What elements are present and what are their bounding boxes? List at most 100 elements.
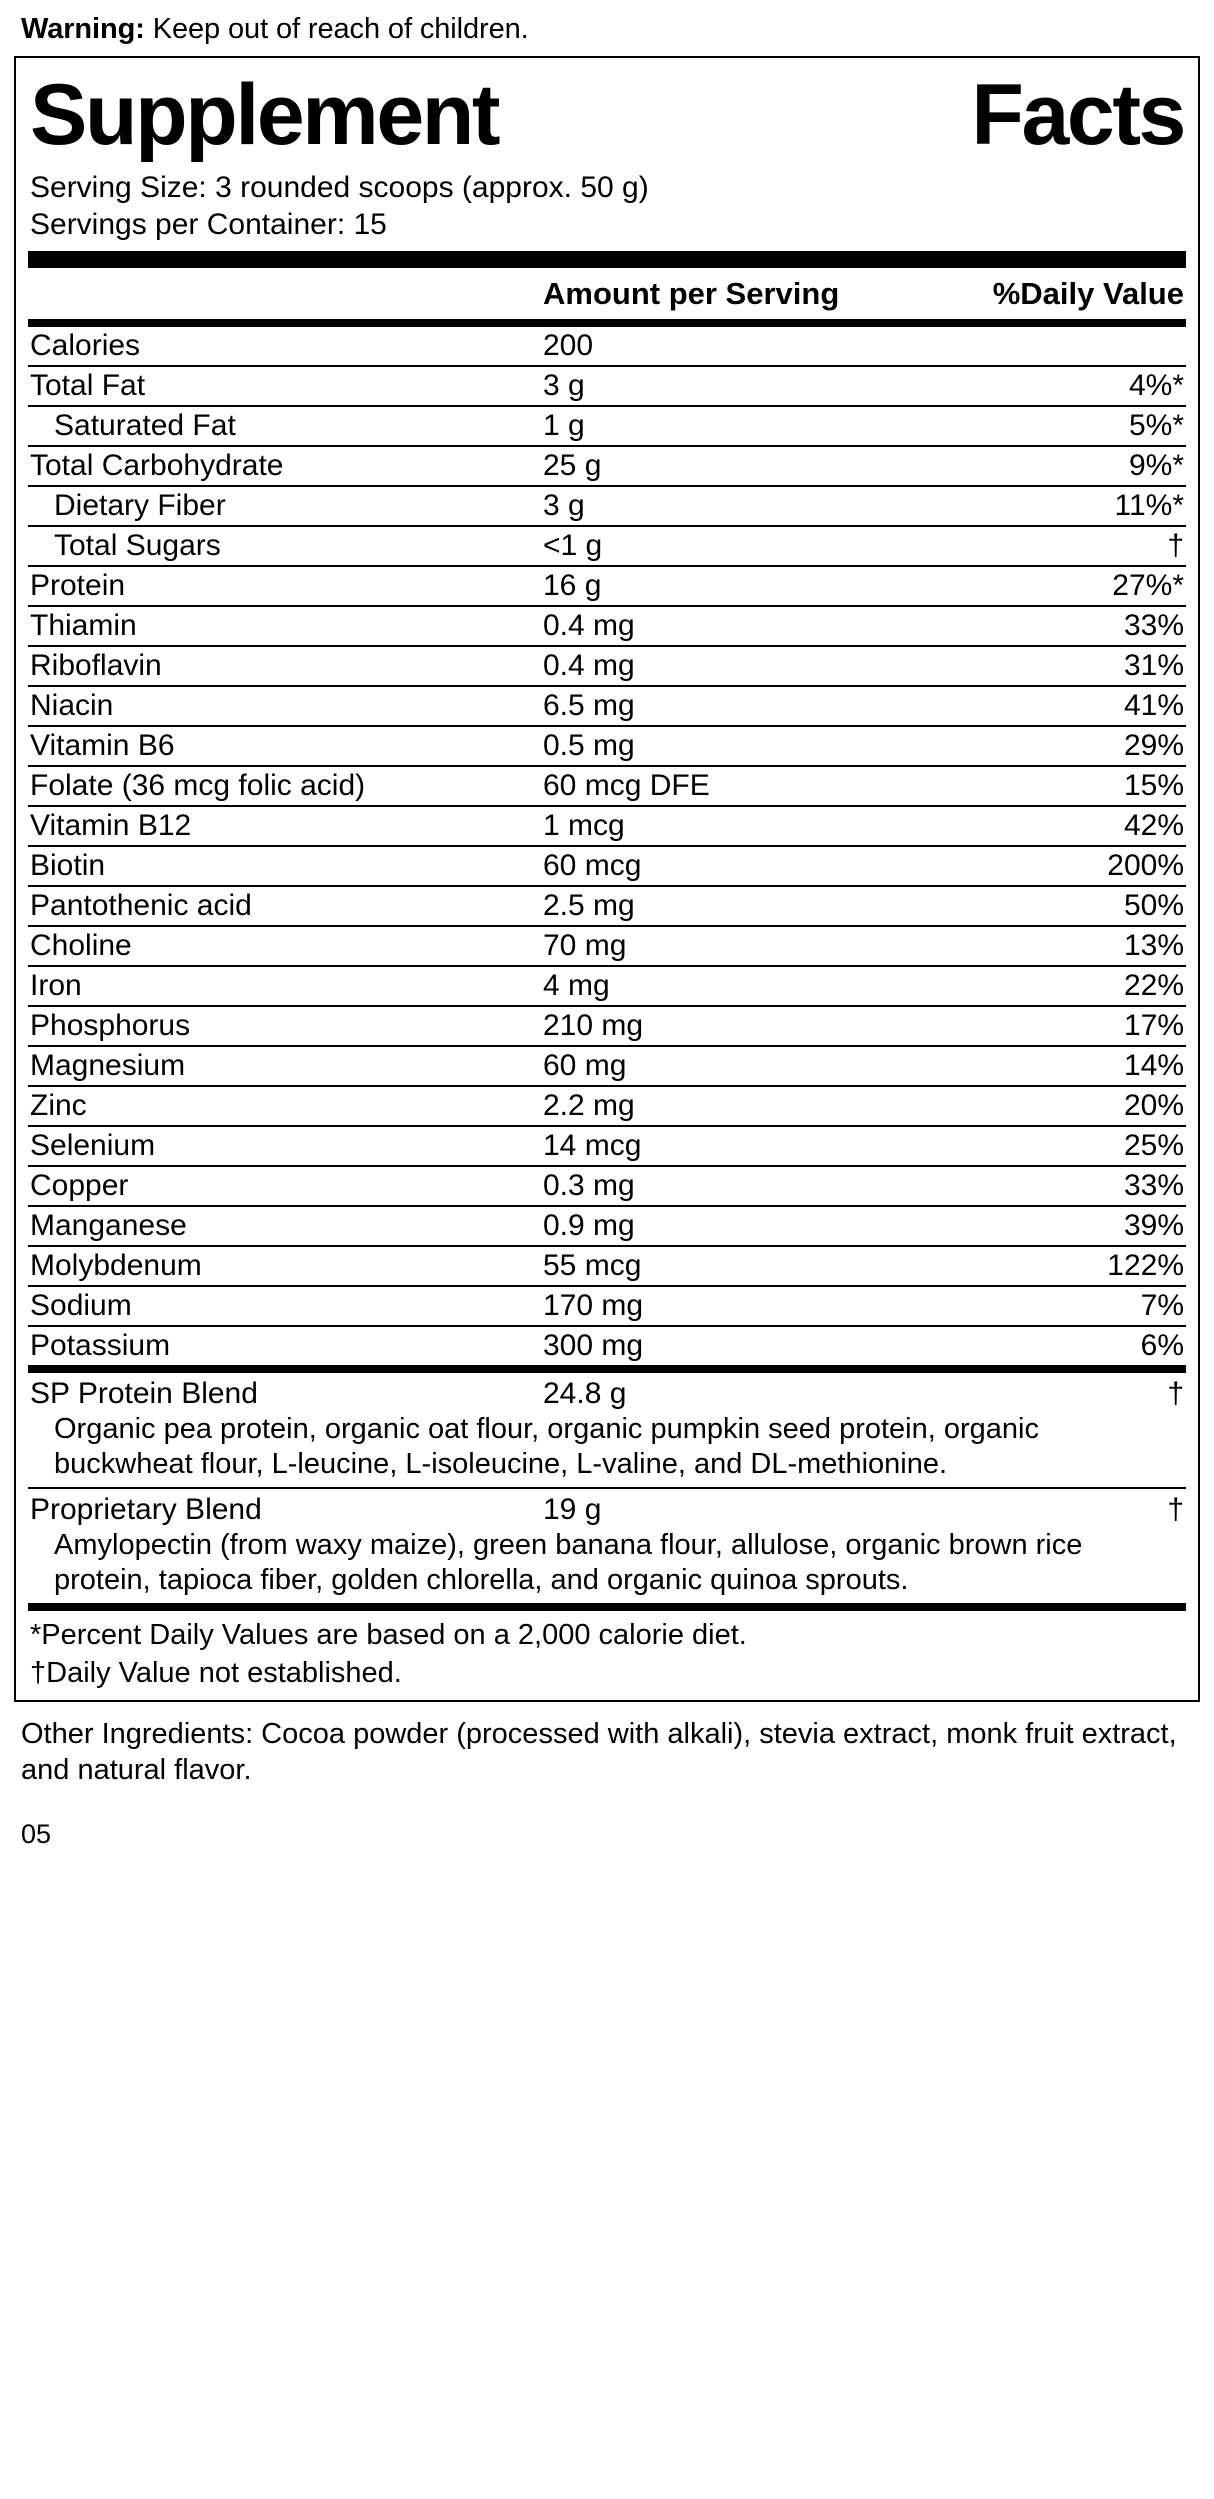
nutrient-amount: 170 mg bbox=[543, 1289, 644, 1322]
nutrient-row: Total Sugars <1 g † bbox=[28, 525, 1186, 565]
nutrient-daily-value: 29% bbox=[1123, 729, 1184, 762]
nutrient-name: Dietary Fiber bbox=[54, 489, 226, 522]
rule-med-under-header bbox=[28, 319, 1186, 327]
nutrient-amount: <1 g bbox=[543, 529, 603, 562]
nutrient-amount: 210 mg bbox=[543, 1009, 644, 1042]
nutrient-name: Riboflavin bbox=[30, 649, 162, 682]
panel-title: Supplement Facts bbox=[28, 58, 1186, 167]
other-ingredients: Other Ingredients: Cocoa powder (process… bbox=[21, 1718, 1177, 1786]
blend-description: Amylopectin (from waxy maize), green ban… bbox=[54, 1529, 1083, 1596]
nutrient-name: Biotin bbox=[30, 849, 106, 882]
rule-thick-top bbox=[28, 251, 1186, 268]
nutrient-daily-value: 7% bbox=[1140, 1289, 1184, 1322]
nutrient-amount: 55 mcg bbox=[543, 1249, 642, 1282]
nutrient-amount: 2.2 mg bbox=[543, 1089, 635, 1122]
nutrient-amount: 1 mcg bbox=[543, 809, 625, 842]
nutrient-name: Copper bbox=[30, 1169, 129, 1202]
nutrient-daily-value: 20% bbox=[1123, 1089, 1184, 1122]
nutrient-daily-value: 31% bbox=[1123, 649, 1184, 682]
warning-text: Keep out of reach of children. bbox=[144, 13, 529, 45]
nutrient-daily-value: 17% bbox=[1123, 1009, 1184, 1042]
nutrient-amount: 0.3 mg bbox=[543, 1169, 635, 1202]
nutrient-amount: 200 bbox=[543, 329, 594, 362]
nutrient-daily-value: 33% bbox=[1123, 1169, 1184, 1202]
blend-header-row: SP Protein Blend 24.8 g † bbox=[28, 1376, 1186, 1412]
panel-title-facts: Facts bbox=[971, 67, 1186, 163]
nutrient-name: Folate (36 mcg folic acid) bbox=[30, 769, 366, 802]
nutrient-daily-value: 9%* bbox=[1128, 449, 1184, 482]
blend-header-row: Proprietary Blend 19 g † bbox=[28, 1492, 1186, 1528]
nutrient-row: Total Carbohydrate 25 g 9%* bbox=[28, 445, 1186, 485]
panel-title-supplement: Supplement bbox=[30, 67, 501, 163]
nutrient-daily-value: † bbox=[1167, 529, 1184, 562]
nutrient-name: Sodium bbox=[30, 1289, 132, 1322]
nutrient-row: Pantothenic acid 2.5 mg 50% bbox=[28, 885, 1186, 925]
nutrient-amount: 60 mcg bbox=[543, 849, 642, 882]
rule-med-above-footnotes bbox=[28, 1603, 1186, 1611]
blend-amount: 24.8 g bbox=[543, 1377, 627, 1410]
nutrient-row: Magnesium 60 mg 14% bbox=[28, 1045, 1186, 1085]
nutrient-amount: 2.5 mg bbox=[543, 889, 635, 922]
nutrient-daily-value: 42% bbox=[1123, 809, 1184, 842]
servings-per-container: Servings per Container: 15 bbox=[30, 208, 387, 241]
nutrient-name: Calories bbox=[30, 329, 141, 362]
nutrient-row: Total Fat 3 g 4%* bbox=[28, 365, 1186, 405]
nutrient-daily-value: 50% bbox=[1123, 889, 1184, 922]
nutrient-name: Manganese bbox=[30, 1209, 187, 1242]
nutrient-row: Vitamin B12 1 mcg 42% bbox=[28, 805, 1186, 845]
nutrient-daily-value: 13% bbox=[1123, 929, 1184, 962]
blend-daily-value: † bbox=[1167, 1493, 1184, 1526]
nutrient-daily-value: 122% bbox=[1107, 1249, 1184, 1282]
blend-daily-value: † bbox=[1167, 1377, 1184, 1410]
nutrient-daily-value: 14% bbox=[1123, 1049, 1184, 1082]
nutrient-daily-value: 33% bbox=[1123, 609, 1184, 642]
serving-size: Serving Size: 3 rounded scoops (approx. … bbox=[30, 171, 649, 204]
nutrient-amount: 14 mcg bbox=[543, 1129, 642, 1162]
nutrient-daily-value: 5%* bbox=[1128, 409, 1184, 442]
blend-name: SP Protein Blend bbox=[30, 1377, 258, 1410]
nutrient-name: Phosphorus bbox=[30, 1009, 191, 1042]
nutrient-row: Phosphorus 210 mg 17% bbox=[28, 1005, 1186, 1045]
blend-section: SP Protein Blend 24.8 g † Organic pea prote… bbox=[28, 1373, 1186, 1487]
nutrient-row: Protein 16 g 27%* bbox=[28, 565, 1186, 605]
nutrient-daily-value: 27%* bbox=[1112, 569, 1184, 602]
nutrient-rows: Calories 200 Total Fat 3 g 4%* Saturated Fat 1… bbox=[28, 327, 1186, 1365]
nutrient-row: Biotin 60 mcg 200% bbox=[28, 845, 1186, 885]
nutrient-name: Saturated Fat bbox=[54, 409, 236, 442]
nutrient-amount: 300 mg bbox=[543, 1329, 644, 1362]
page-code: 05 bbox=[21, 1819, 52, 1849]
nutrient-row: Vitamin B6 0.5 mg 29% bbox=[28, 725, 1186, 765]
nutrient-amount: 60 mg bbox=[543, 1049, 627, 1082]
blend-section: Proprietary Blend 19 g † Amylopectin (from … bbox=[28, 1487, 1186, 1603]
nutrient-daily-value: 41% bbox=[1123, 689, 1184, 722]
column-header-daily-value: %Daily Value bbox=[992, 276, 1184, 311]
nutrient-amount: 1 g bbox=[543, 409, 585, 442]
footnotes: *Percent Daily Values are based on a 2,0… bbox=[28, 1611, 1186, 1700]
nutrient-name: Potassium bbox=[30, 1329, 171, 1362]
nutrient-name: Magnesium bbox=[30, 1049, 186, 1082]
column-header-spacer bbox=[28, 275, 543, 313]
nutrient-row: Potassium 300 mg 6% bbox=[28, 1325, 1186, 1365]
serving-info: Serving Size: 3 rounded scoops (approx. … bbox=[28, 167, 1186, 251]
nutrient-amount: 0.4 mg bbox=[543, 609, 635, 642]
nutrient-amount: 25 g bbox=[543, 449, 602, 482]
nutrient-amount: 0.9 mg bbox=[543, 1209, 635, 1242]
footnote: †Daily Value not established. bbox=[30, 1657, 402, 1689]
nutrient-amount: 6.5 mg bbox=[543, 689, 635, 722]
nutrient-daily-value: 4%* bbox=[1128, 369, 1184, 402]
blend-amount: 19 g bbox=[543, 1493, 602, 1526]
nutrient-row: Copper 0.3 mg 33% bbox=[28, 1165, 1186, 1205]
nutrient-name: Choline bbox=[30, 929, 132, 962]
nutrient-name: Vitamin B6 bbox=[30, 729, 175, 762]
nutrient-row: Manganese 0.9 mg 39% bbox=[28, 1205, 1186, 1245]
blend-description: Organic pea protein, organic oat flour, … bbox=[54, 1413, 1039, 1480]
nutrient-row: Saturated Fat 1 g 5%* bbox=[28, 405, 1186, 445]
nutrient-amount: 70 mg bbox=[543, 929, 627, 962]
rule-med-above-blends bbox=[28, 1365, 1186, 1373]
nutrient-name: Niacin bbox=[30, 689, 114, 722]
nutrient-amount: 3 g bbox=[543, 489, 585, 522]
nutrient-row: Iron 4 mg 22% bbox=[28, 965, 1186, 1005]
nutrient-amount: 60 mcg DFE bbox=[543, 769, 710, 802]
nutrient-row: Folate (36 mcg folic acid) 60 mcg DFE 15% bbox=[28, 765, 1186, 805]
